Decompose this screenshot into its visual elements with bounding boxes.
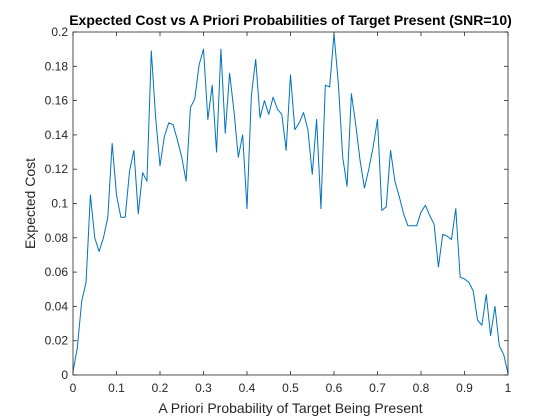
y-tick-label: 0.1 — [51, 197, 68, 211]
x-tick-label: 1 — [505, 381, 512, 395]
x-tick-label: 0.5 — [282, 381, 299, 395]
x-axis-ticks: 0 0.1 0.2 0.3 0.4 0.5 0.6 0.7 0.8 0.9 1 — [70, 32, 512, 395]
series-layer — [72, 33, 509, 374]
y-tick-label: 0.14 — [45, 128, 69, 142]
x-axis-label: A Priori Probability of Target Being Pre… — [158, 400, 422, 416]
y-tick-label: 0.2 — [51, 25, 68, 39]
x-tick-label: 0.1 — [108, 381, 125, 395]
y-tick-label: 0.04 — [45, 299, 69, 313]
chart-title: Expected Cost vs A Priori Probabilities … — [69, 12, 512, 28]
y-tick-label: 0.06 — [45, 265, 69, 279]
x-tick-label: 0.2 — [152, 381, 169, 395]
y-tick-label: 0.08 — [45, 231, 69, 245]
x-tick-label: 0.4 — [239, 381, 256, 395]
plot-area — [73, 32, 508, 375]
y-axis-ticks: 0 0.02 0.04 0.06 0.08 0.1 0.12 0.14 0.16 0.18 0.2 — [45, 25, 508, 382]
x-tick-label: 0.6 — [326, 381, 343, 395]
y-axis-label: Expected Cost — [22, 158, 38, 249]
x-tick-label: 0.3 — [195, 381, 212, 395]
series-line-0 — [72, 33, 509, 374]
y-tick-label: 0.12 — [45, 162, 69, 176]
y-tick-label: 0.16 — [45, 94, 69, 108]
y-tick-label: 0.18 — [45, 59, 69, 73]
x-tick-label: 0.9 — [456, 381, 473, 395]
x-tick-label: 0.8 — [413, 381, 430, 395]
x-tick-label: 0 — [70, 381, 77, 395]
x-tick-label: 0.7 — [369, 381, 386, 395]
y-tick-label: 0 — [61, 368, 68, 382]
y-tick-label: 0.02 — [45, 334, 69, 348]
